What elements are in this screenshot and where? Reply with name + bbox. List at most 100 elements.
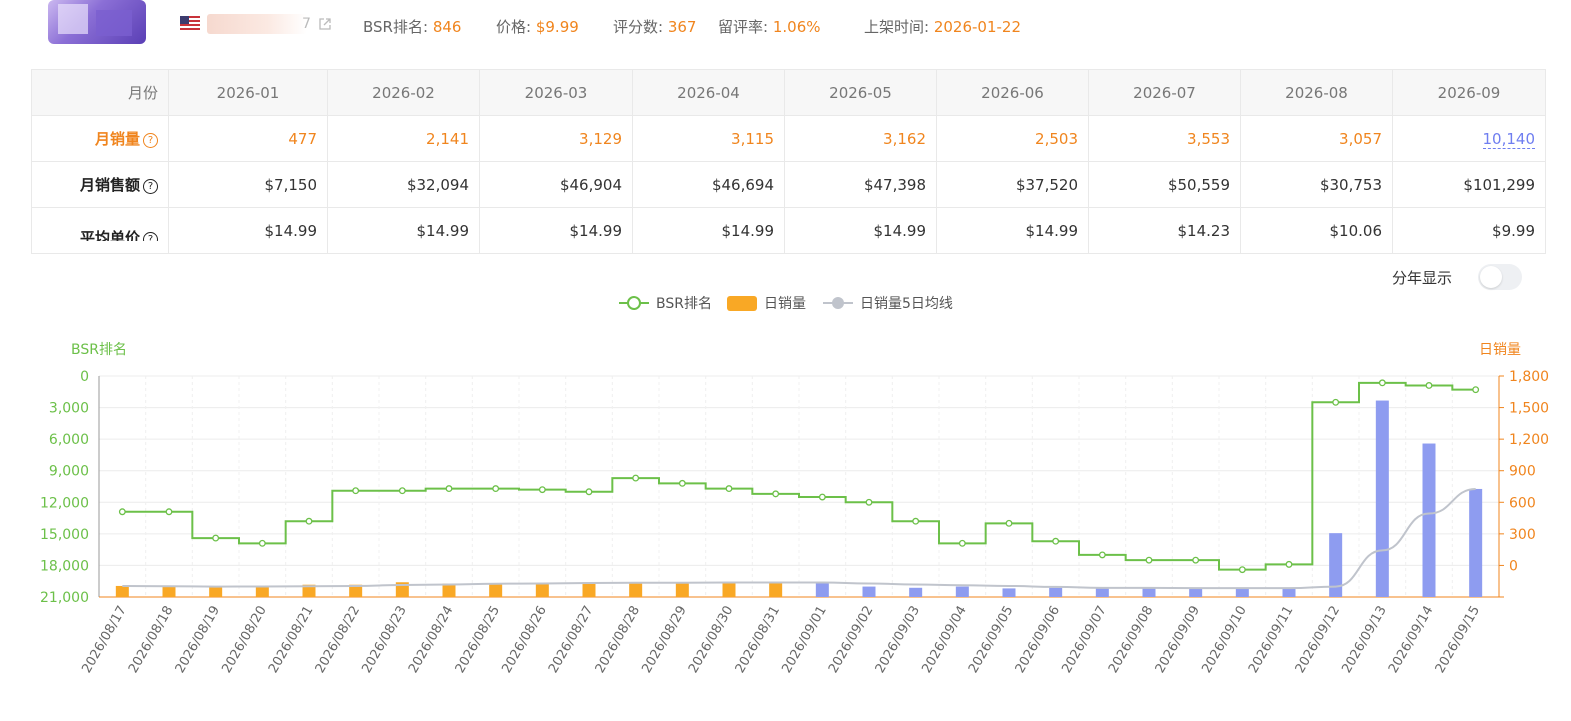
metric-price: 价格: $9.99 <box>496 18 579 36</box>
external-link-icon[interactable] <box>318 17 332 31</box>
help-icon[interactable]: ? <box>143 133 158 148</box>
x-tick-label: 2026/09/05 <box>966 604 1016 676</box>
x-tick-label: 2026/09/01 <box>779 604 829 676</box>
x-tick-label: 2026/08/25 <box>453 604 503 676</box>
table-cell: $101,299 <box>1392 161 1546 208</box>
table-cell: 3,553 <box>1088 115 1241 162</box>
table-cell: $46,694 <box>632 161 785 208</box>
metric-listed-date: 上架时间: 2026-01-22 <box>864 18 1022 36</box>
bsr-point <box>1005 519 1013 527</box>
x-tick-label: 2026/09/03 <box>873 604 923 676</box>
daily-sales-bar <box>349 584 363 597</box>
bsr-point <box>1472 386 1480 394</box>
month-header: 2026-06 <box>936 69 1089 116</box>
bsr-point <box>1192 556 1200 564</box>
bsr-point <box>865 498 873 506</box>
y-left-axis-title: BSR排名 <box>71 342 127 358</box>
daily-sales-bar <box>1235 588 1249 597</box>
table-cell: 2,503 <box>936 115 1089 162</box>
help-icon[interactable]: ? <box>143 231 158 241</box>
table-header-row: 月份 2026-01 2026-02 2026-03 2026-04 2026-… <box>31 69 1546 116</box>
bsr-point <box>1378 379 1386 387</box>
x-tick-label: 2026/09/13 <box>1339 604 1389 676</box>
daily-sales-bar <box>489 583 503 597</box>
daily-sales-bar <box>442 583 456 597</box>
daily-sales-bar <box>1049 587 1063 597</box>
table-cell: $14.99 <box>784 207 937 254</box>
product-header: 7 BSR排名: 846 价格: $9.99 评分数: 367 留评率: 1.0… <box>0 0 1571 50</box>
x-tick-label: 2026/08/21 <box>266 604 316 676</box>
x-tick-label: 2026/09/11 <box>1246 604 1296 676</box>
daily-sales-bar <box>675 583 689 597</box>
bsr-point <box>398 487 406 495</box>
daily-sales-bar <box>955 586 969 597</box>
daily-sales-bar <box>815 583 829 597</box>
us-flag-icon <box>180 16 200 30</box>
bsr-point <box>772 490 780 498</box>
x-tick-label: 2026/08/22 <box>313 604 363 676</box>
yearly-display-label: 分年显示 <box>1392 269 1453 287</box>
x-tick-label: 2026/09/02 <box>826 604 876 676</box>
daily-sales-bar <box>162 585 176 597</box>
daily-sales-bar <box>862 586 876 597</box>
yearly-display-toggle[interactable] <box>1478 264 1522 290</box>
table-cell-link[interactable]: 10,140 <box>1392 115 1546 162</box>
product-thumbnail[interactable] <box>48 0 146 44</box>
table-cell: $14.99 <box>632 207 785 254</box>
avg-price-row: 平均单价? $14.99 $14.99 $14.99 $14.99 $14.99… <box>31 207 1546 254</box>
bsr-point <box>118 508 126 516</box>
x-tick-label: 2026/09/15 <box>1433 604 1483 676</box>
month-header: 2026-09 <box>1392 69 1546 116</box>
y-left-tick: 0 <box>80 369 89 385</box>
monthly-units-row: 月销量? 477 2,141 3,129 3,115 3,162 2,503 3… <box>31 115 1546 162</box>
x-tick-label: 2026/09/04 <box>919 603 969 675</box>
x-tick-label: 2026/09/09 <box>1153 604 1203 676</box>
monthly-sales-table: 月份 2026-01 2026-02 2026-03 2026-04 2026-… <box>31 69 1546 254</box>
daily-sales-bar <box>302 584 316 597</box>
bsr-point <box>538 486 546 494</box>
metric-review-rate: 留评率: 1.06% <box>718 18 821 36</box>
table-cell: 2,141 <box>327 115 480 162</box>
help-icon[interactable]: ? <box>143 179 158 194</box>
bsr-point <box>632 474 640 482</box>
bsr-point <box>1285 560 1293 568</box>
y-right-tick: 300 <box>1509 527 1536 543</box>
bsr-point <box>1098 551 1106 559</box>
daily-sales-bar <box>629 582 643 597</box>
product-title-masked[interactable] <box>207 14 307 34</box>
bsr-point <box>258 539 266 547</box>
table-cell: $14.99 <box>168 207 328 254</box>
bsr-point <box>352 487 360 495</box>
x-tick-label: 2026/08/30 <box>686 604 736 676</box>
ma5-line <box>122 487 1476 590</box>
y-left-tick: 21,000 <box>40 590 89 606</box>
month-header: 2026-02 <box>327 69 480 116</box>
table-cell: $10.06 <box>1240 207 1393 254</box>
bsr-point <box>958 539 966 547</box>
daily-sales-bar <box>115 585 129 597</box>
bsr-point <box>445 485 453 493</box>
bsr-line <box>122 381 1476 571</box>
daily-sales-bar <box>1329 533 1343 597</box>
monthly-revenue-row: 月销售额? $7,150 $32,094 $46,904 $46,694 $47… <box>31 161 1546 208</box>
month-header: 2026-03 <box>479 69 633 116</box>
table-cell: 3,162 <box>784 115 937 162</box>
table-cell: $47,398 <box>784 161 937 208</box>
table-cell: $14.99 <box>327 207 480 254</box>
metric-bsr: BSR排名: 846 <box>363 18 462 36</box>
table-cell: $14.99 <box>479 207 633 254</box>
daily-sales-bar <box>769 582 783 597</box>
legend-ma-marker <box>832 297 844 309</box>
table-cell: 3,129 <box>479 115 633 162</box>
month-header: 2026-04 <box>632 69 785 116</box>
table-cell: $9.99 <box>1392 207 1546 254</box>
month-header: 2026-01 <box>168 69 328 116</box>
daily-sales-bar <box>255 587 269 597</box>
x-tick-label: 2026/08/29 <box>639 604 689 676</box>
table-cell: $37,520 <box>936 161 1089 208</box>
monthly-revenue-label: 月销售额? <box>31 161 169 208</box>
month-header: 2026-05 <box>784 69 937 116</box>
y-right-axis-title: 日销量 <box>1479 342 1521 358</box>
bsr-point <box>305 517 313 525</box>
